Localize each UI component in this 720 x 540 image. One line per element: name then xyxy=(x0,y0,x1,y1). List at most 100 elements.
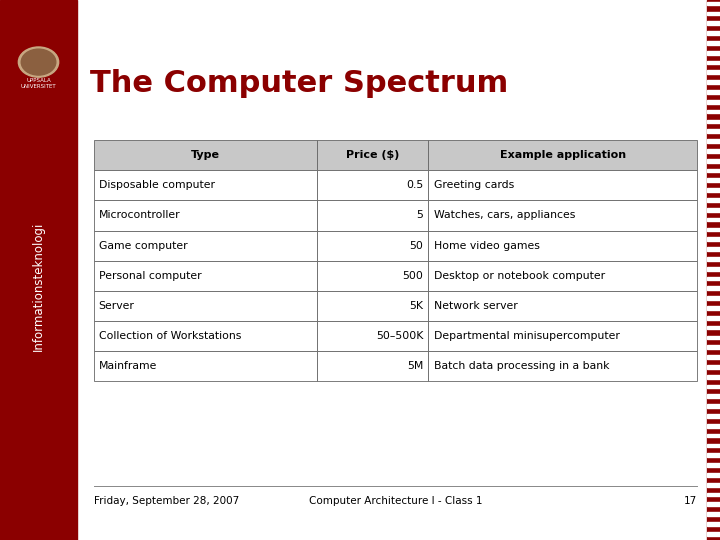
Bar xyxy=(94,321,317,350)
Bar xyxy=(428,350,697,381)
Text: Price ($): Price ($) xyxy=(346,151,400,160)
Bar xyxy=(317,261,428,291)
Text: The Computer Spectrum: The Computer Spectrum xyxy=(90,69,508,98)
Bar xyxy=(707,463,720,467)
Bar xyxy=(707,22,720,25)
Bar xyxy=(317,171,428,200)
Bar xyxy=(94,140,317,171)
Bar xyxy=(317,291,428,321)
Bar xyxy=(707,326,720,329)
Text: Friday, September 28, 2007: Friday, September 28, 2007 xyxy=(94,496,239,506)
Text: Personal computer: Personal computer xyxy=(99,271,202,281)
Bar xyxy=(428,200,697,231)
Bar xyxy=(707,404,720,408)
Bar xyxy=(707,60,720,64)
Bar xyxy=(707,414,720,418)
Bar xyxy=(707,0,720,540)
Bar xyxy=(707,51,720,55)
Bar xyxy=(428,261,697,291)
Bar xyxy=(707,522,720,526)
Bar xyxy=(707,502,720,506)
Bar xyxy=(317,200,428,231)
Bar xyxy=(707,188,720,192)
Bar xyxy=(707,384,720,388)
Bar xyxy=(707,2,720,5)
Text: 50–500K: 50–500K xyxy=(376,330,423,341)
Text: Example application: Example application xyxy=(500,151,626,160)
Text: Watches, cars, appliances: Watches, cars, appliances xyxy=(433,211,575,220)
Bar xyxy=(707,286,720,290)
Bar xyxy=(707,394,720,398)
Bar xyxy=(707,119,720,123)
Text: Desktop or notebook computer: Desktop or notebook computer xyxy=(433,271,605,281)
Bar xyxy=(707,130,720,133)
Bar xyxy=(707,257,720,261)
Bar xyxy=(707,346,720,349)
Bar xyxy=(707,90,720,94)
Text: Server: Server xyxy=(99,301,135,310)
Bar xyxy=(707,512,720,516)
Bar xyxy=(707,532,720,536)
Bar xyxy=(707,492,720,496)
Text: Collection of Workstations: Collection of Workstations xyxy=(99,330,241,341)
Bar xyxy=(707,483,720,487)
Bar xyxy=(707,238,720,241)
Bar xyxy=(707,178,720,182)
Bar xyxy=(707,434,720,437)
Bar xyxy=(707,365,720,369)
Bar xyxy=(707,454,720,457)
Text: Game computer: Game computer xyxy=(99,240,187,251)
Bar xyxy=(707,110,720,113)
Text: 5: 5 xyxy=(417,211,423,220)
Text: 5M: 5M xyxy=(407,361,423,370)
Bar xyxy=(428,321,697,350)
Bar xyxy=(94,291,317,321)
Text: Computer Architecture I - Class 1: Computer Architecture I - Class 1 xyxy=(309,496,482,506)
Bar xyxy=(707,247,720,251)
Circle shape xyxy=(21,49,56,75)
Bar xyxy=(428,231,697,261)
Bar xyxy=(707,355,720,359)
Text: 0.5: 0.5 xyxy=(406,180,423,191)
Bar xyxy=(707,316,720,320)
Text: Home video games: Home video games xyxy=(433,240,539,251)
Bar xyxy=(707,296,720,300)
Bar xyxy=(94,350,317,381)
Text: Mainframe: Mainframe xyxy=(99,361,157,370)
Bar xyxy=(707,218,720,221)
Bar xyxy=(707,198,720,202)
Bar xyxy=(317,350,428,381)
Bar xyxy=(94,261,317,291)
Bar xyxy=(317,231,428,261)
Text: Batch data processing in a bank: Batch data processing in a bank xyxy=(433,361,609,370)
Bar xyxy=(428,171,697,200)
Bar xyxy=(707,80,720,84)
Bar xyxy=(707,31,720,35)
Text: UPPSALA
UNIVERSITET: UPPSALA UNIVERSITET xyxy=(21,78,56,89)
Bar xyxy=(0,0,77,540)
Text: 50: 50 xyxy=(410,240,423,251)
Bar xyxy=(428,291,697,321)
Bar xyxy=(94,231,317,261)
Bar xyxy=(707,267,720,271)
Text: Informationsteknologi: Informationsteknologi xyxy=(32,221,45,351)
Text: Greeting cards: Greeting cards xyxy=(433,180,514,191)
Bar xyxy=(707,276,720,280)
Bar xyxy=(317,140,428,171)
Bar xyxy=(94,171,317,200)
Text: Network server: Network server xyxy=(433,301,517,310)
Bar xyxy=(707,306,720,310)
Bar xyxy=(707,70,720,74)
Text: 17: 17 xyxy=(684,496,697,506)
Bar xyxy=(428,140,697,171)
Bar xyxy=(707,149,720,153)
Bar xyxy=(707,11,720,15)
Text: Microcontroller: Microcontroller xyxy=(99,211,180,220)
Bar xyxy=(707,443,720,447)
Bar xyxy=(94,200,317,231)
Bar xyxy=(707,168,720,172)
Text: Type: Type xyxy=(191,151,220,160)
Bar xyxy=(707,335,720,339)
Text: Departmental minisupercomputer: Departmental minisupercomputer xyxy=(433,330,619,341)
Text: Disposable computer: Disposable computer xyxy=(99,180,215,191)
